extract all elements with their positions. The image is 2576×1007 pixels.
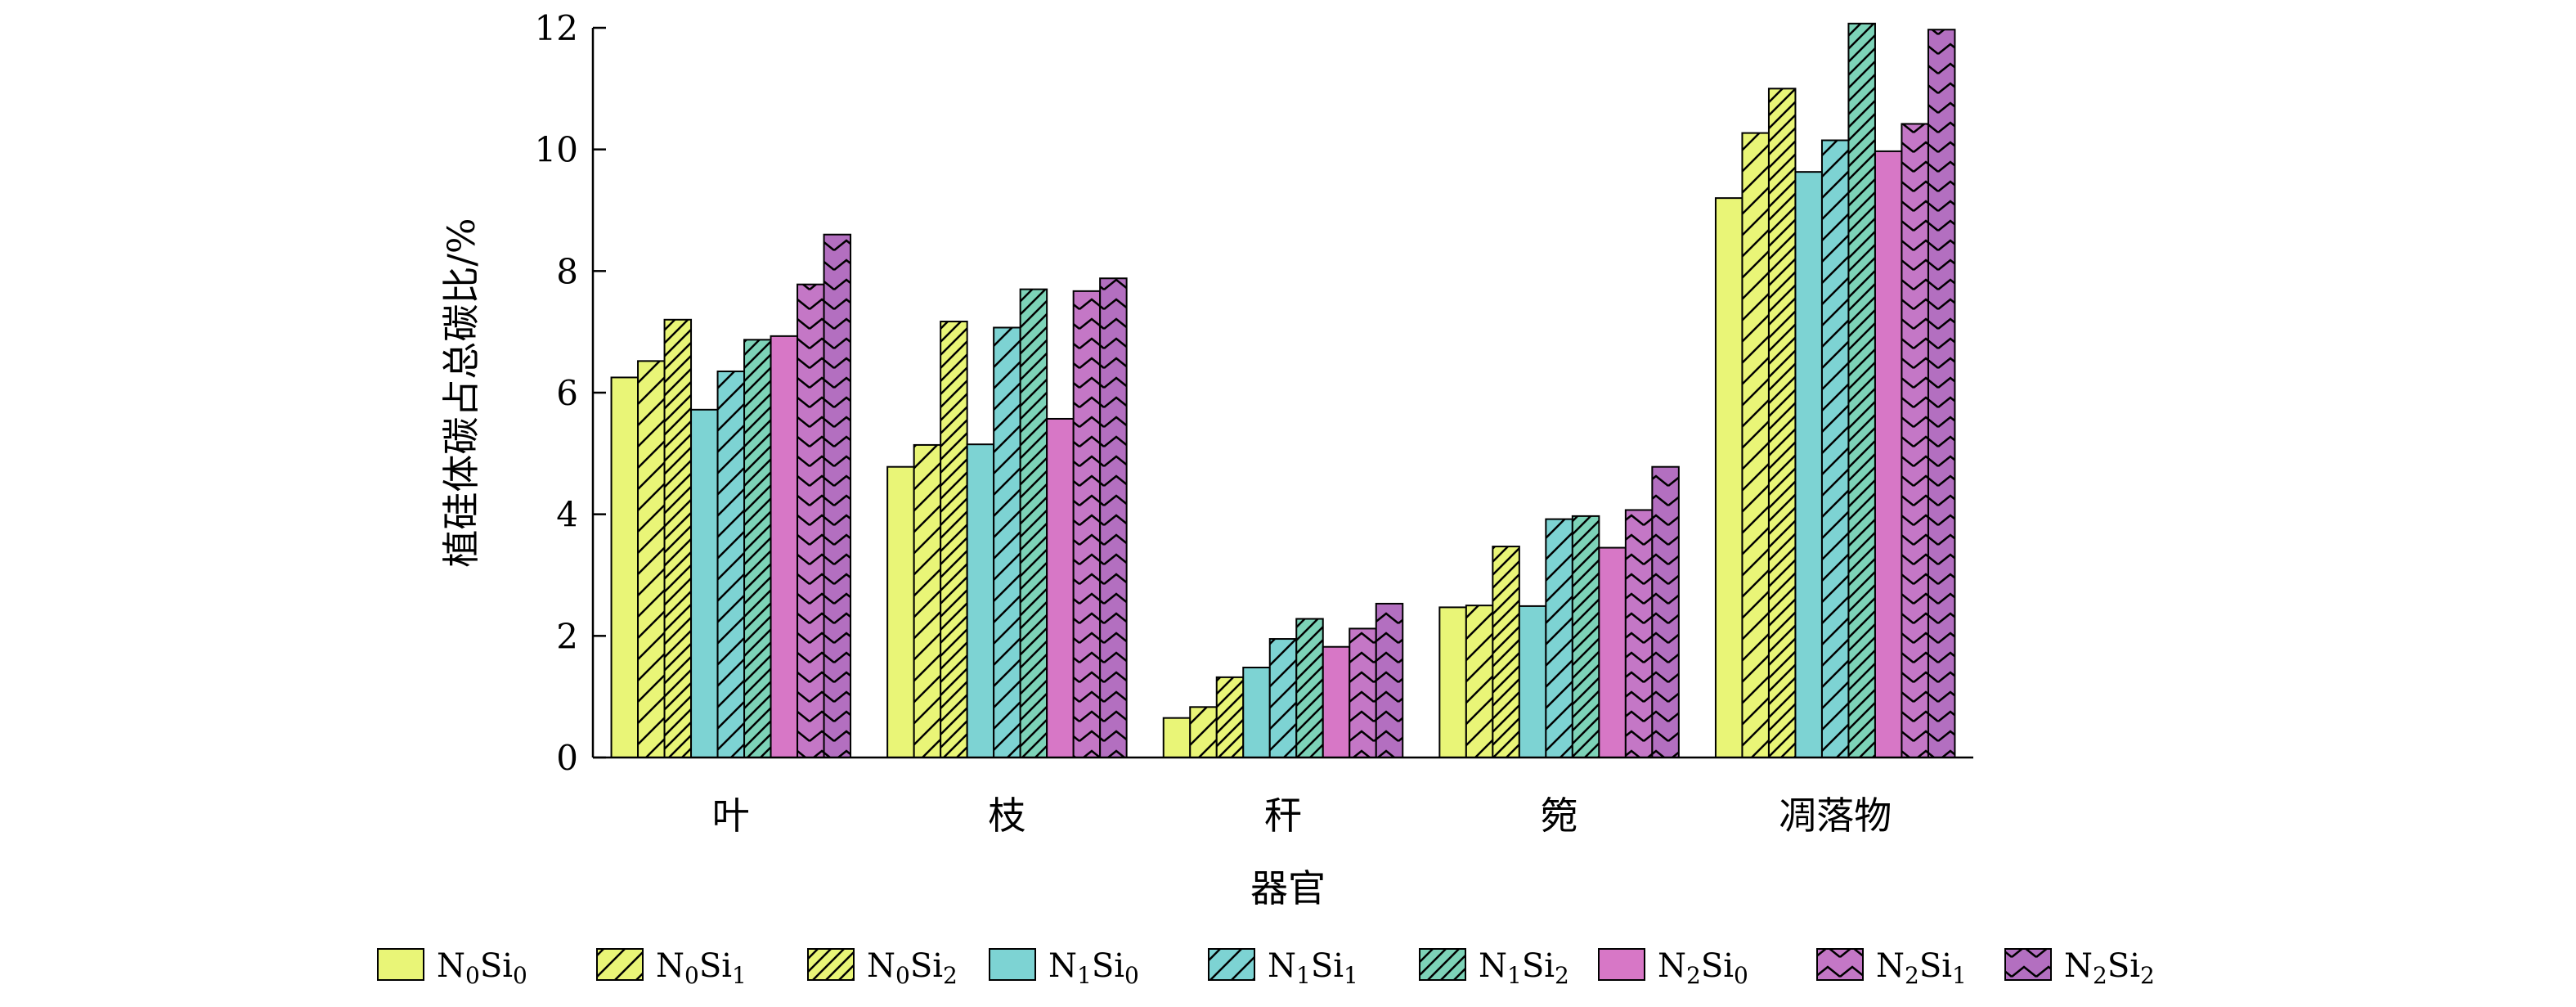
bar-N1Si1-3 bbox=[1545, 518, 1573, 758]
x-tick-labels: 叶 枝 秆 箢 凋落物 bbox=[712, 793, 1892, 838]
y-axis-title: 植硅体碳占总碳比/% bbox=[439, 218, 483, 567]
legend-item-N2Si0: N2Si0 bbox=[1598, 947, 1748, 989]
legend-item-N2Si1: N2Si1 bbox=[1816, 947, 1967, 989]
bar-N2Si2-2 bbox=[1375, 602, 1404, 758]
legend-label: N1Si2 bbox=[1479, 947, 1569, 989]
bar-N0Si0-1 bbox=[886, 465, 915, 758]
bar-N0Si0-0 bbox=[610, 376, 640, 758]
bar-N1Si0-0 bbox=[690, 408, 719, 758]
bar-N1Si1-4 bbox=[1820, 139, 1850, 758]
x-tick-label: 箢 bbox=[1541, 793, 1578, 838]
y-tick-label: 8 bbox=[556, 251, 578, 291]
bar-N2Si0-2 bbox=[1322, 645, 1351, 758]
legend-item-N0Si1: N0Si1 bbox=[596, 947, 747, 989]
bar-N1Si2-0 bbox=[743, 339, 772, 758]
y-tick-label: 6 bbox=[556, 373, 578, 413]
y-tick-label: 4 bbox=[556, 495, 578, 535]
bar-N0Si1-1 bbox=[913, 443, 942, 759]
bar-N0Si2-0 bbox=[663, 318, 693, 758]
legend-label: N2Si1 bbox=[1876, 947, 1967, 989]
bar-N1Si2-4 bbox=[1847, 22, 1876, 758]
legend-label: N0Si0 bbox=[437, 947, 527, 989]
y-tick-label: 10 bbox=[535, 130, 578, 170]
bar-N0Si1-3 bbox=[1465, 605, 1494, 759]
bar-N0Si2-3 bbox=[1492, 546, 1520, 759]
legend-item-N1Si1: N1Si1 bbox=[1208, 947, 1358, 989]
bar-N2Si0-0 bbox=[770, 335, 799, 758]
bar-N2Si0-1 bbox=[1046, 417, 1075, 758]
bar-N1Si2-2 bbox=[1295, 618, 1324, 759]
bar-N2Si1-1 bbox=[1072, 290, 1102, 758]
legend: N0Si0 N0Si1 N0Si2 N1Si0 N1Si1 N1Si2 N2Si0 N2Si1… bbox=[377, 947, 2155, 989]
bar-N2Si0-3 bbox=[1598, 546, 1627, 758]
bar-N1Si2-1 bbox=[1019, 288, 1048, 758]
x-tick-label: 叶 bbox=[712, 793, 750, 838]
y-tick-label: 12 bbox=[535, 8, 578, 48]
bar-N2Si2-0 bbox=[823, 233, 852, 758]
bar-N1Si0-2 bbox=[1242, 666, 1271, 759]
bar-N1Si0-4 bbox=[1794, 171, 1823, 759]
bar-N1Si1-0 bbox=[716, 370, 746, 758]
bar-N0Si2-2 bbox=[1215, 676, 1245, 759]
legend-label: N0Si1 bbox=[656, 947, 747, 989]
bar-N2Si2-3 bbox=[1651, 465, 1680, 758]
bar-N0Si0-3 bbox=[1438, 606, 1467, 758]
bar-N1Si0-1 bbox=[966, 443, 995, 759]
bar-N2Si2-1 bbox=[1099, 277, 1128, 758]
bar-N1Si1-1 bbox=[993, 326, 1021, 759]
bar-N0Si1-0 bbox=[637, 360, 666, 758]
bar-N0Si1-2 bbox=[1189, 706, 1218, 759]
legend-label: N1Si0 bbox=[1048, 947, 1139, 989]
y-ticks: 0 2 4 6 8 10 12 bbox=[535, 8, 606, 778]
bar-N0Si1-4 bbox=[1741, 132, 1770, 758]
legend-item-N1Si0: N1Si0 bbox=[989, 947, 1139, 989]
bars-group bbox=[610, 22, 1956, 759]
bar-N1Si0-3 bbox=[1518, 605, 1547, 758]
legend-label: N2Si0 bbox=[1658, 947, 1748, 989]
bar-N2Si0-4 bbox=[1874, 150, 1903, 758]
legend-item-N0Si2: N0Si2 bbox=[807, 947, 958, 989]
y-tick-label: 0 bbox=[556, 738, 578, 778]
legend-label: N1Si1 bbox=[1268, 947, 1358, 989]
bar-N0Si2-4 bbox=[1767, 88, 1797, 759]
x-tick-label: 秆 bbox=[1264, 793, 1302, 838]
y-tick-label: 2 bbox=[556, 616, 578, 656]
legend-label: N2Si2 bbox=[2064, 947, 2155, 989]
bar-N2Si1-3 bbox=[1624, 509, 1654, 758]
bar-N0Si0-2 bbox=[1162, 717, 1192, 759]
legend-label: N0Si2 bbox=[867, 947, 958, 989]
bar-N1Si1-2 bbox=[1268, 638, 1298, 758]
x-axis-title: 器官 bbox=[1250, 866, 1326, 910]
bar-N0Si2-1 bbox=[940, 321, 968, 758]
bar-N2Si2-4 bbox=[1927, 29, 1956, 759]
bar-N2Si1-2 bbox=[1349, 627, 1377, 758]
legend-item-N0Si0: N0Si0 bbox=[377, 947, 527, 989]
legend-item-N2Si2: N2Si2 bbox=[2004, 947, 2155, 989]
legend-item-N1Si2: N1Si2 bbox=[1419, 947, 1569, 989]
bar-N1Si2-3 bbox=[1571, 515, 1600, 758]
x-tick-label: 凋落物 bbox=[1779, 793, 1892, 838]
bar-N2Si1-4 bbox=[1901, 123, 1929, 759]
x-tick-label: 枝 bbox=[988, 793, 1025, 838]
bar-N0Si0-4 bbox=[1714, 197, 1744, 758]
bar-N2Si1-0 bbox=[797, 283, 825, 759]
